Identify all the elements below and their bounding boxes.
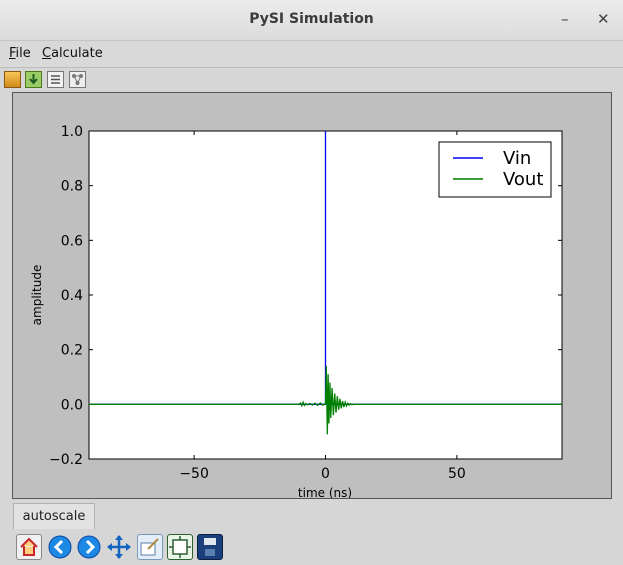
chart-svg: −50 0 50 1.00.80.60.40.20.0−0.2 time (ns) …: [30, 124, 563, 498]
navigation-toolbar: [0, 530, 623, 565]
network-icon[interactable]: [69, 71, 86, 88]
legend-vin-label: Vin: [503, 148, 531, 169]
pan-icon[interactable]: [106, 534, 132, 560]
subplots-icon[interactable]: [167, 534, 193, 560]
x-axis-label: time (ns): [298, 486, 352, 498]
open-folder-icon[interactable]: [4, 71, 21, 88]
home-icon[interactable]: [16, 534, 42, 560]
menu-calculate[interactable]: Calculate: [42, 46, 103, 61]
close-button[interactable]: ✕: [597, 10, 610, 28]
x-tick-label: 0: [321, 466, 330, 482]
x-axis: −50 0 50: [179, 131, 466, 482]
import-icon[interactable]: [25, 71, 42, 88]
save-icon[interactable]: [197, 534, 223, 560]
x-tick-label: −50: [179, 466, 209, 482]
legend: Vin Vout: [438, 141, 552, 198]
menu-bar: File Calculate: [0, 41, 623, 68]
y-tick-label: 0.8: [61, 179, 83, 195]
y-tick-label: 0.2: [61, 343, 83, 359]
window-title: PySI Simulation: [249, 11, 374, 27]
y-axis: 1.0 0.8 0.6 0.4 0.2 0.0 −0.2: [49, 124, 562, 468]
legend-vout-label: Vout: [503, 169, 543, 190]
y-tick-label: −0.2: [49, 452, 83, 468]
y-tick-label: 1.0: [61, 124, 83, 140]
series-lines: [89, 131, 562, 435]
forward-icon[interactable]: [76, 534, 102, 560]
y-axis-label: amplitude: [30, 265, 44, 326]
series-line-vout: [89, 366, 562, 435]
plot-canvas[interactable]: −50 0 50 1.0 0.8 0.6 0.4 0.2 0.0 −0.2 time (ns) …: [12, 92, 612, 499]
y-tick-label: 0.0: [61, 397, 83, 413]
list-icon[interactable]: [47, 71, 64, 88]
main-toolbar: [0, 69, 623, 91]
x-tick-label: 50: [448, 466, 466, 482]
zoom-icon[interactable]: [137, 534, 163, 560]
minimize-button[interactable]: –: [561, 10, 569, 28]
menu-file[interactable]: File: [9, 46, 31, 61]
legend-box: [438, 141, 552, 198]
y-tick-label: 0.4: [61, 288, 83, 304]
y-tick-label: 0.6: [61, 233, 83, 249]
back-icon[interactable]: [47, 534, 73, 560]
title-bar: PySI Simulation – ✕: [0, 0, 623, 41]
autoscale-tab[interactable]: autoscale: [13, 503, 95, 529]
